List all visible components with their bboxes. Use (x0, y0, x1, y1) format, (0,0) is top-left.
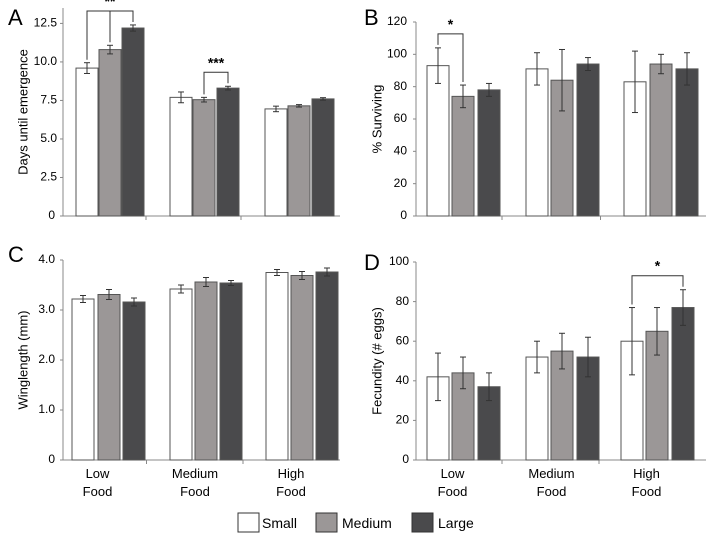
legend-label-medium: Medium (342, 515, 392, 531)
y-tick-label: 12.5 (34, 16, 58, 30)
bar-medium (194, 281, 218, 461)
y-tick-label: 1.0 (38, 402, 55, 416)
category-label: Food (83, 484, 113, 499)
bar-small (265, 272, 289, 461)
y-tick-label: 2.0 (38, 352, 55, 366)
bar-medium (98, 49, 122, 217)
bar-small (169, 288, 193, 461)
panel-a: A Days until emergence 0 2.5 5.0 7.5 10.0 12.5 *… (8, 0, 340, 222)
y-tick-label: 40 (396, 373, 410, 387)
category-label: Low (441, 466, 465, 481)
panel-b: B % Surviving 0 20 40 60 80 100 120 * (364, 5, 706, 222)
bar-large (477, 89, 501, 217)
y-tick-label: 20 (394, 176, 408, 190)
legend-label-small: Small (262, 515, 297, 531)
significance-bracket (631, 275, 684, 305)
y-tick-label: 2.5 (40, 170, 57, 184)
category-label: Medium (172, 466, 218, 481)
y-tick-label: 60 (394, 111, 408, 125)
y-tick-label: 100 (387, 47, 407, 61)
panel-label: B (364, 5, 379, 30)
significance-bracket (86, 10, 134, 60)
category-label: Food (632, 484, 662, 499)
panel-label: A (8, 5, 23, 30)
bar-large (216, 87, 240, 217)
y-tick-label: 120 (387, 14, 407, 28)
significance-bracket (203, 71, 229, 95)
y-tick-label: 7.5 (40, 93, 57, 107)
category-label: Food (180, 484, 210, 499)
bar-small (426, 65, 450, 217)
bar-small (264, 108, 288, 217)
bar-medium (451, 95, 475, 217)
y-tick-label: 20 (396, 413, 410, 427)
y-tick-label: 100 (389, 254, 409, 268)
bar-large (121, 27, 145, 217)
category-label: Medium (528, 466, 574, 481)
bar-large (219, 282, 243, 461)
panel-label: C (8, 242, 24, 267)
y-tick-label: 4.0 (38, 252, 55, 266)
category-label: High (278, 466, 305, 481)
significance-bracket (437, 33, 464, 83)
bar-large (576, 63, 600, 217)
category-label: Food (276, 484, 306, 499)
legend-swatch-medium (315, 512, 338, 533)
y-axis-title: Winglength (mm) (15, 311, 30, 410)
bar-medium (287, 105, 311, 217)
legend-label-large: Large (438, 515, 474, 531)
bar-small (169, 96, 193, 217)
y-tick-label: 80 (396, 294, 410, 308)
bar-large (122, 301, 146, 461)
y-tick-label: 5.0 (40, 131, 57, 145)
y-tick-label: 3.0 (38, 302, 55, 316)
significance-label: * (655, 258, 661, 274)
significance-label: *** (208, 54, 225, 70)
panel-label: D (364, 250, 380, 275)
bar-large (671, 307, 695, 461)
y-axis-title: Days until emergence (15, 49, 30, 175)
bar-medium (97, 294, 121, 461)
y-axis-title: Fecundity (# eggs) (369, 307, 384, 415)
y-tick-label: 80 (394, 79, 408, 93)
bar-medium (192, 99, 216, 217)
y-tick-label: 0 (400, 208, 407, 222)
y-tick-label: 40 (394, 144, 408, 158)
legend-swatch-small (237, 512, 260, 533)
bar-small (71, 298, 95, 461)
significance-label: * (448, 16, 454, 32)
significance-label: ** (105, 0, 116, 9)
y-tick-label: 0 (48, 208, 55, 222)
y-axis-title: % Surviving (369, 85, 384, 154)
category-label: Food (537, 484, 567, 499)
y-tick-label: 0 (402, 452, 409, 466)
bar-medium (290, 275, 314, 461)
panel-d: D Fecundity (# eggs) 0 20 40 60 80 100 Low Food Me… (364, 250, 706, 499)
panel-c: C Winglength (mm) 0 1.0 2.0 3.0 4.0 Low Food Medi… (8, 242, 340, 499)
legend-swatch-large (411, 512, 434, 533)
category-label: Low (86, 466, 110, 481)
legend: Small Medium Large (237, 512, 474, 533)
bar-large (311, 98, 335, 217)
bar-large (675, 68, 699, 217)
bar-large (315, 271, 339, 461)
y-tick-label: 60 (396, 333, 410, 347)
category-label: Food (438, 484, 468, 499)
bar-medium (649, 63, 673, 217)
bar-small (75, 67, 99, 217)
y-tick-label: 10.0 (34, 54, 58, 68)
y-tick-label: 0 (48, 452, 55, 466)
bar-small (525, 68, 549, 217)
category-label: High (633, 466, 660, 481)
